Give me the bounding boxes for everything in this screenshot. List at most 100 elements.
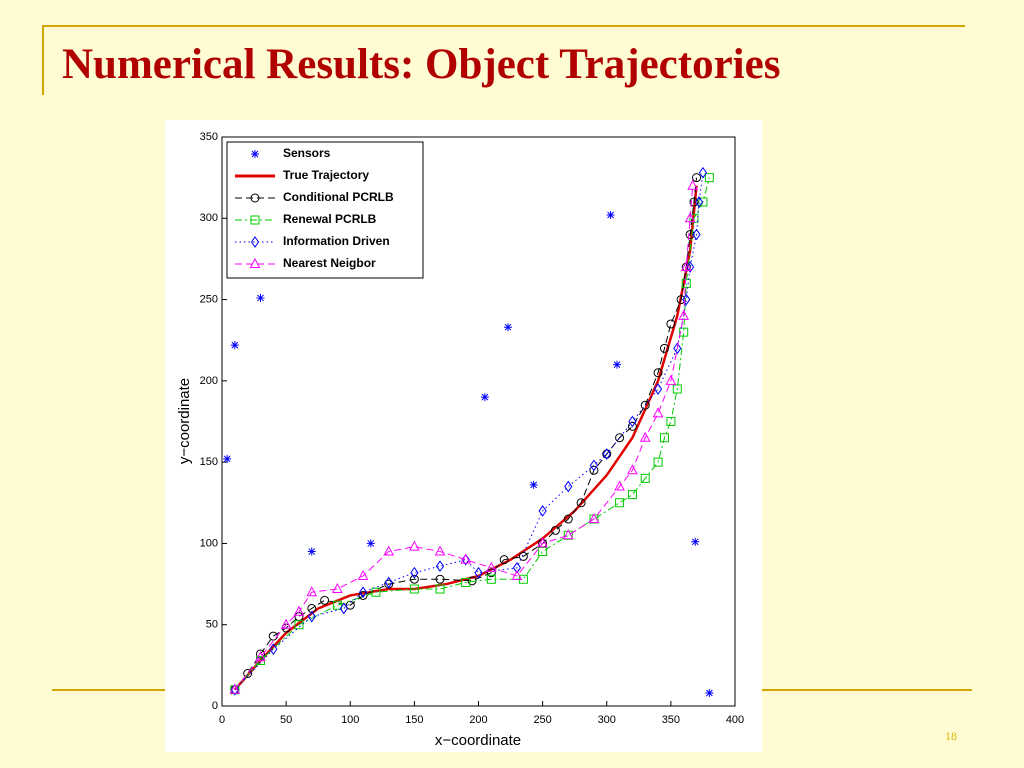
series-line [234,172,704,691]
x-tick-label: 50 [280,714,292,726]
data-point [653,457,663,467]
data-point [687,179,699,190]
legend-marker [250,236,260,248]
data-point [371,587,381,597]
data-point [627,421,637,431]
data-point [269,643,278,655]
data-point [293,605,305,616]
slide-title: Numerical Results: Object Trajectories [62,41,781,88]
data-point [223,454,232,463]
y-tick-label: 300 [200,212,218,224]
data-point [529,480,538,489]
x-tick-label: 350 [662,714,680,726]
data-point [538,505,547,517]
data-point [435,560,445,573]
data-point [615,498,625,508]
data-point [659,433,669,443]
data-point [294,612,304,622]
data-point [678,309,690,320]
data-point [538,547,548,557]
data-point [689,213,699,223]
page-number: 18 [945,729,957,743]
data-point [666,417,676,426]
x-tick-label: 0 [219,714,225,726]
data-point [307,547,316,556]
legend-label: Renewal PCRLB [283,212,377,226]
x-tick-label: 100 [341,714,359,726]
data-point [627,490,637,500]
data-point [628,415,637,428]
data-point [652,407,664,418]
data-point [409,540,420,551]
data-point [409,574,419,584]
data-point [339,602,348,615]
data-point [243,668,253,678]
data-point [684,212,696,223]
data-point [659,343,669,353]
y-tick-label: 200 [200,375,218,387]
data-point [230,683,239,696]
legend-box [226,141,424,279]
data-point [461,577,471,587]
data-point [383,545,395,556]
y-axis-label: y−coordinate [176,378,193,464]
data-point [615,433,625,443]
chart: x−coordinate y−coordinate 0 50 100 150 200 25… [165,120,762,752]
data-point [434,545,446,556]
legend-marker [250,193,260,203]
x-tick-label: 400 [726,714,744,726]
data-point [692,228,701,241]
data-point [589,465,599,475]
legend-label: Conditional PCRLB [283,190,394,204]
series-line [234,177,698,691]
x-tick-label: 300 [598,714,616,726]
data-point [653,368,663,378]
data-point [474,566,483,579]
data-point [614,480,625,491]
data-point [358,586,368,599]
data-point [480,393,489,402]
data-point [606,211,615,220]
data-point [681,278,691,288]
data-point [665,374,677,385]
x-axis-label: x−coordinate [435,732,521,749]
data-point [705,688,714,697]
data-point [627,464,638,475]
data-point [537,537,548,548]
data-point [306,586,318,597]
legend-marker [250,215,260,225]
data-point [672,384,682,394]
data-point [589,514,599,524]
data-point [357,569,369,580]
data-point [640,400,650,410]
data-point [589,459,599,472]
data-point [229,683,241,694]
data-point [499,555,509,565]
data-point [694,196,704,208]
y-tick-label: 100 [200,537,218,549]
data-point [332,582,343,593]
data-point [320,595,330,605]
data-point [564,480,573,493]
data-point [682,293,691,306]
legend-label: True Trajectory [283,168,369,182]
y-tick-label: 250 [200,293,218,305]
data-point [255,649,265,659]
data-point [679,327,689,337]
data-point [518,574,528,584]
data-point [588,512,600,524]
x-tick-label: 150 [405,714,423,726]
data-point [518,551,528,561]
y-tick-label: 0 [212,700,218,712]
data-point [640,473,650,483]
data-point [689,197,699,207]
y-tick-label: 350 [200,131,218,143]
data-point [653,383,663,395]
data-point [550,525,560,535]
data-point [673,342,682,355]
top-rule [42,25,965,27]
data-point [704,173,714,183]
data-point [435,574,445,584]
data-point [280,618,292,629]
